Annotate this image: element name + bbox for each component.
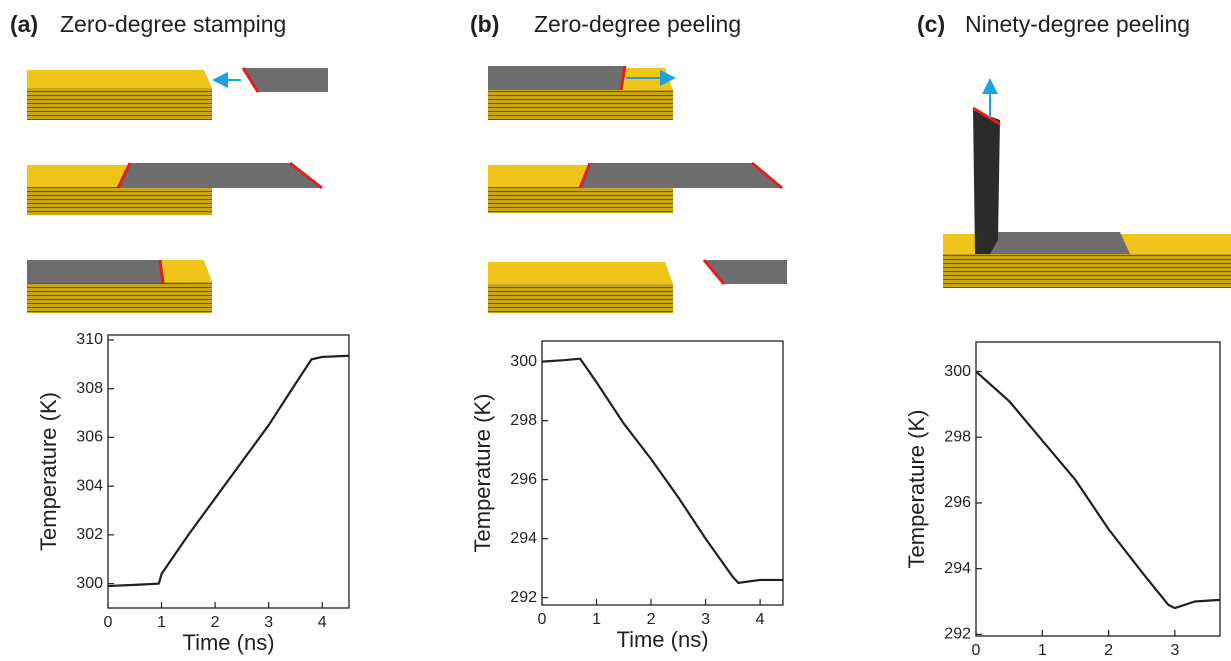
- sheet-edge: [158, 259, 165, 284]
- x-tick-label: 3: [264, 614, 273, 631]
- x-tick-label: 3: [1170, 642, 1179, 659]
- graphene-sheet: [973, 110, 1000, 254]
- sheet-edge: [702, 259, 726, 285]
- temperature-line: [107, 354, 350, 588]
- panel-label: (a): [10, 11, 38, 37]
- y-tick-label: 306: [76, 429, 103, 446]
- x-axis-label: Time (ns): [616, 627, 708, 652]
- graphene-sheet: [118, 163, 322, 188]
- x-tick-label: 0: [104, 614, 113, 631]
- y-tick-label: 298: [944, 428, 971, 445]
- y-tick-label: 300: [76, 575, 103, 592]
- y-tick-label: 300: [944, 363, 971, 380]
- sheet-edge: [241, 67, 260, 93]
- sheet-edge: [972, 106, 1001, 126]
- x-tick-label: 2: [211, 614, 220, 631]
- x-tick-label: 0: [972, 642, 981, 659]
- y-tick-label: 308: [76, 380, 103, 397]
- plot-frame: [975, 341, 1221, 637]
- graphene-sheet: [243, 68, 328, 92]
- y-tick-label: 292: [510, 589, 537, 606]
- substrate-layers: [488, 284, 673, 313]
- sheet-edge: [619, 65, 627, 91]
- plot-frame: [107, 334, 350, 609]
- y-tick-label: 292: [944, 626, 971, 643]
- y-tick-label: 304: [76, 477, 103, 494]
- graphene-sheet: [580, 163, 782, 188]
- x-tick-label: 1: [1038, 642, 1047, 659]
- sheet-edge: [578, 162, 592, 189]
- x-tick-label: 0: [538, 611, 547, 628]
- y-tick-label: 310: [76, 331, 103, 348]
- graphene-sheet: [985, 232, 1130, 254]
- substrate-top: [488, 262, 673, 284]
- y-tick-label: 296: [944, 494, 971, 511]
- panel-label: (c): [917, 11, 945, 37]
- x-axis-label: Time (ns): [182, 630, 274, 655]
- panel-title: Ninety-degree peeling: [965, 11, 1190, 37]
- x-tick-label: 4: [318, 614, 327, 631]
- y-tick-label: 294: [944, 560, 971, 577]
- y-axis-label: Temperature (K): [470, 394, 495, 553]
- substrate-layers: [488, 187, 673, 213]
- graphene-sheet: [27, 260, 163, 283]
- substrate-layers: [27, 88, 212, 120]
- y-tick-label: 296: [510, 471, 537, 488]
- y-tick-label: 298: [510, 412, 537, 429]
- x-tick-label: 1: [157, 614, 166, 631]
- x-tick-label: 3: [701, 611, 710, 628]
- y-axis-label: Temperature (K): [904, 410, 929, 569]
- substrate-layers: [943, 254, 1231, 288]
- plot-frame: [541, 340, 784, 606]
- illustrations: [27, 65, 1231, 313]
- panel-title: Zero-degree peeling: [534, 11, 741, 37]
- panel-title: Zero-degree stamping: [60, 11, 286, 37]
- panel-label: (b): [470, 11, 499, 37]
- y-axis-label: Temperature (K): [36, 392, 61, 551]
- temperature-line: [541, 357, 783, 584]
- substrate-layers: [27, 187, 212, 215]
- temperature-line: [975, 370, 1221, 610]
- x-axis-label: Time (ns): [1052, 658, 1144, 661]
- graphene-sheet: [488, 66, 625, 90]
- substrate-layers: [488, 90, 673, 120]
- x-tick-label: 4: [756, 611, 765, 628]
- y-tick-label: 302: [76, 526, 103, 543]
- graphene-sheet: [704, 260, 787, 284]
- x-tick-label: 1: [592, 611, 601, 628]
- substrate-layers: [27, 282, 212, 313]
- y-tick-label: 294: [510, 530, 537, 547]
- x-tick-label: 2: [1104, 642, 1113, 659]
- x-tick-label: 2: [647, 611, 656, 628]
- y-tick-label: 300: [510, 353, 537, 370]
- sheet-edge: [289, 161, 323, 190]
- sheet-edge: [751, 161, 783, 190]
- sheet-edge: [116, 162, 132, 189]
- substrate-top: [27, 70, 212, 88]
